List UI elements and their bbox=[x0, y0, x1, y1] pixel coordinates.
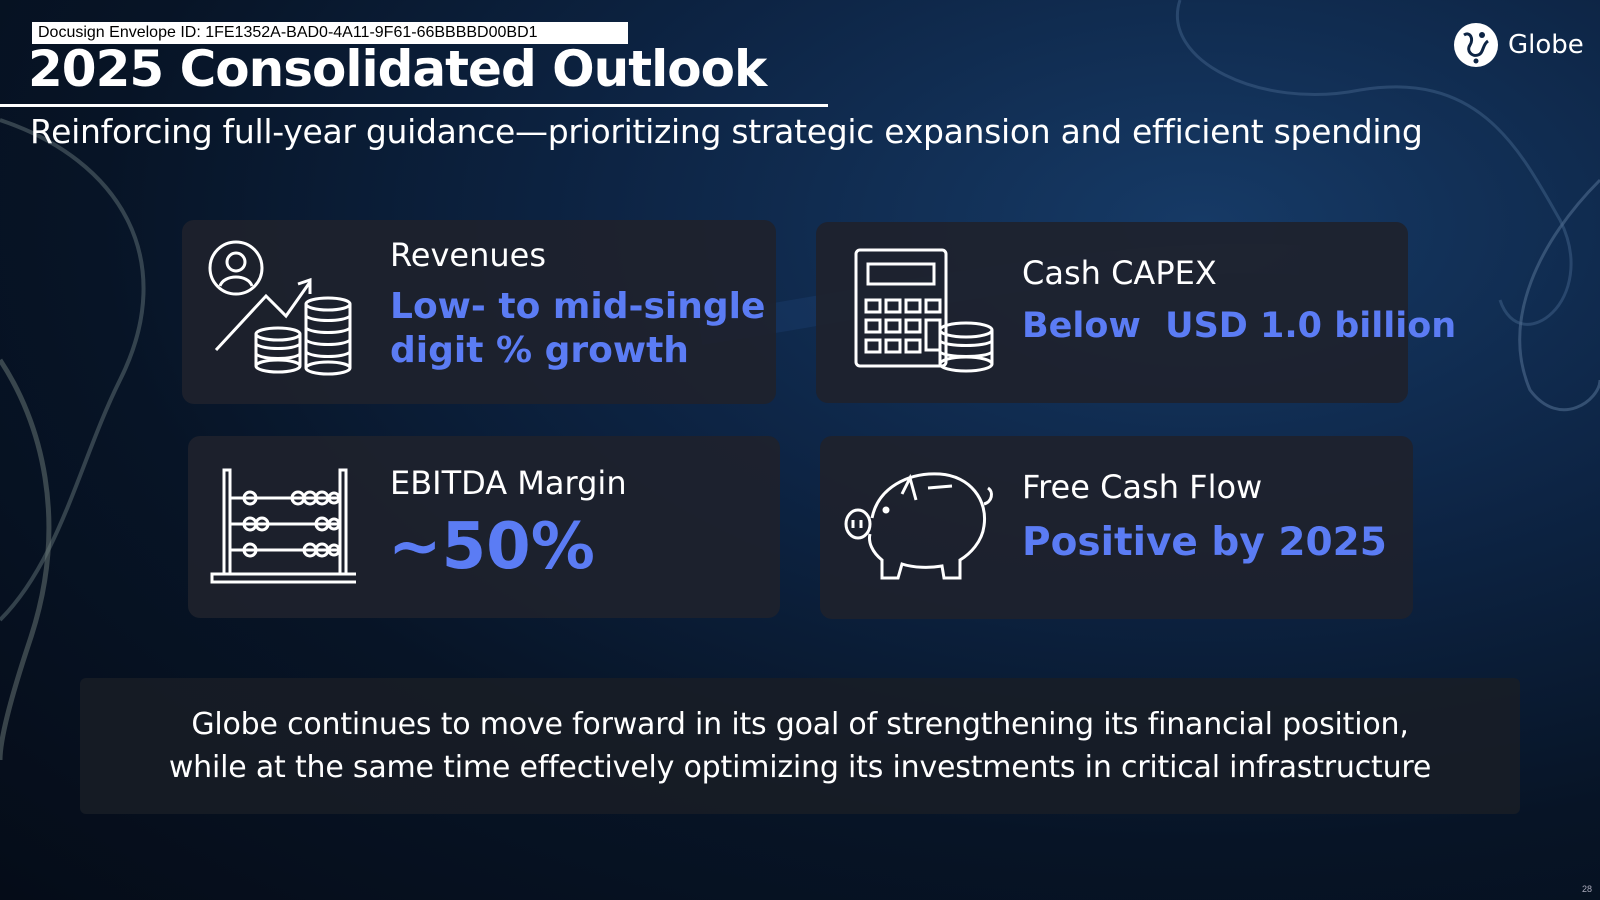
globe-logo: Globe bbox=[1452, 20, 1584, 70]
revenues-card: Revenues Low- to mid-single digit % grow… bbox=[182, 220, 776, 404]
page-title: 2025 Consolidated Outlook bbox=[28, 40, 767, 98]
person-growth-coins-icon bbox=[208, 240, 352, 376]
summary-box: Globe continues to move forward in its g… bbox=[80, 678, 1520, 814]
abacus-icon bbox=[210, 468, 356, 584]
fcf-label: Free Cash Flow bbox=[1022, 468, 1263, 506]
brand-name: Globe bbox=[1508, 30, 1584, 60]
calculator-coins-icon bbox=[854, 248, 994, 373]
fcf-card: Free Cash Flow Positive by 2025 bbox=[820, 436, 1413, 619]
fcf-value: Positive by 2025 bbox=[1022, 520, 1387, 565]
revenues-value-line1: Low- to mid-single bbox=[390, 286, 766, 327]
page-subtitle: Reinforcing full-year guidance—prioritiz… bbox=[30, 112, 1423, 151]
ebitda-label: EBITDA Margin bbox=[390, 464, 627, 502]
page-number: 28 bbox=[1581, 884, 1592, 894]
summary-line-2: while at the same time effectively optim… bbox=[168, 750, 1432, 785]
ebitda-value: ~50% bbox=[388, 510, 595, 584]
summary-line-1: Globe continues to move forward in its g… bbox=[191, 707, 1409, 742]
docusign-envelope-id: Docusign Envelope ID: 1FE1352A-BAD0-4A11… bbox=[32, 22, 628, 44]
capex-label: Cash CAPEX bbox=[1022, 254, 1217, 292]
capex-card: Cash CAPEX Below USD 1.0 billion bbox=[816, 222, 1456, 403]
title-underline bbox=[0, 104, 828, 107]
revenues-value-line2: digit % growth bbox=[390, 330, 689, 371]
capex-value: Below USD 1.0 billion bbox=[1022, 306, 1457, 346]
ebitda-card: EBITDA Margin ~50% bbox=[188, 436, 780, 618]
revenues-label: Revenues bbox=[390, 236, 547, 274]
piggy-bank-icon bbox=[844, 472, 993, 580]
globe-logo-icon bbox=[1454, 23, 1498, 67]
